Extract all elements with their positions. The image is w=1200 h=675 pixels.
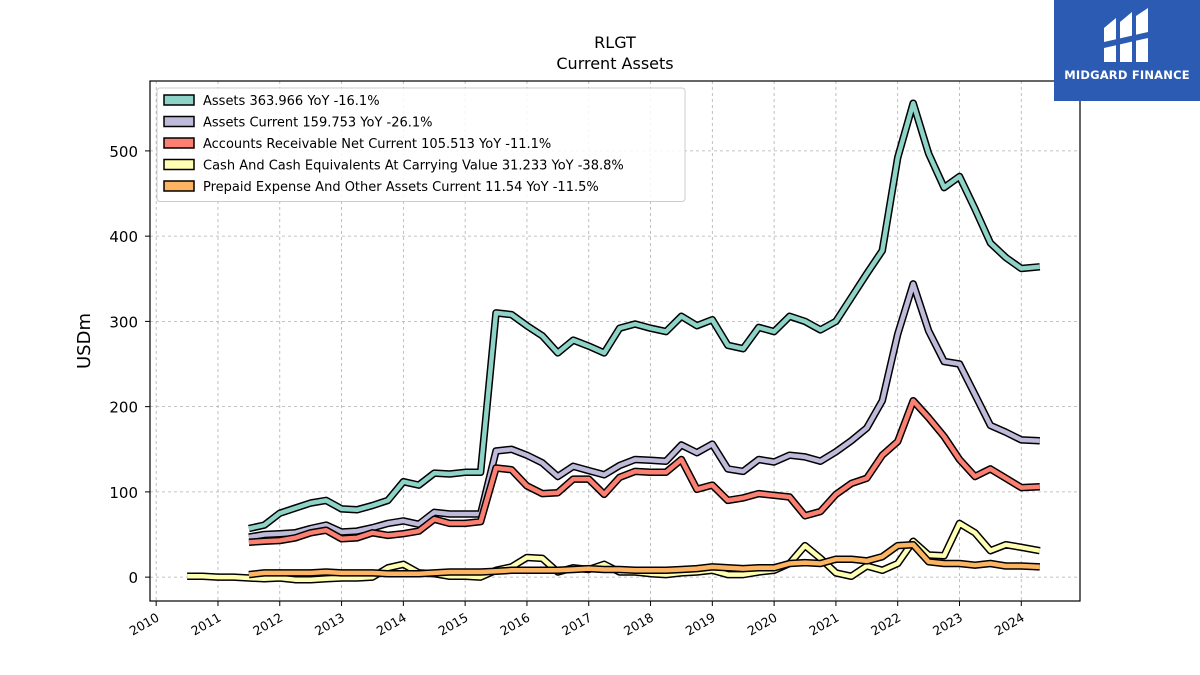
x-tick-label: 2022 [868,610,903,639]
x-tick-label: 2021 [806,610,841,639]
x-tick-label: 2012 [250,610,285,639]
x-tick-label: 2013 [312,610,347,639]
legend-entry: Cash And Cash Equivalents At Carrying Va… [203,159,624,174]
y-tick-label: 400 [109,228,138,246]
x-tick-label: 2014 [374,610,409,639]
chart-title-block: RLGT Current Assets [415,32,815,74]
x-tick-label: 2010 [127,610,162,639]
series-layer [187,99,1041,584]
y-tick-label: 200 [109,399,138,417]
x-tick-label: 2023 [930,610,965,639]
series-line [248,542,1040,577]
logo-text: MIDGARD FINANCE [1064,68,1190,82]
logo-mark-icon [1104,8,1148,62]
x-tick-label: 2019 [683,610,718,639]
chart-title: RLGT [594,33,636,52]
brand-logo: MIDGARD FINANCE [1054,0,1200,101]
legend-entry: Assets 363.966 YoY -16.1% [203,94,380,109]
x-tick-label: 2011 [188,610,223,639]
x-tick-label: 2017 [559,610,594,639]
x-tick-label: 2015 [436,610,471,639]
legend-entry: Accounts Receivable Net Current 105.513 … [203,137,551,152]
x-tick-label: 2020 [745,610,780,639]
series-line [248,398,1040,545]
x-tick-label: 2016 [497,610,532,639]
legend-box [156,87,686,202]
y-tick-label: 100 [109,484,138,502]
y-tick-label: 300 [109,313,138,331]
x-tick-label: 2018 [621,610,656,639]
y-tick-label: 500 [109,143,138,161]
legend: Assets 363.966 YoY -16.1% Assets Current … [156,87,686,202]
x-axis: 2010 2011 2012 2013 2014 2015 2016 2017 2018 2019… [127,601,1027,639]
y-axis-label: USDm [74,313,95,369]
legend-entry: Prepaid Expense And Other Assets Current… [203,180,599,195]
y-tick-label: 0 [128,569,138,587]
legend-swatch [163,115,195,128]
legend-swatch [163,94,195,106]
legend-swatch [163,158,195,171]
series-line [248,100,1041,531]
plot-frame [149,80,1081,602]
legend-entry: Assets Current 159.753 YoY -26.1% [203,116,433,131]
y-axis: 0 100 200 300 400 500 [109,143,150,587]
legend-swatch [163,180,195,192]
legend-swatch [163,137,195,149]
series-line [248,281,1040,540]
chart-subtitle: Current Assets [556,54,674,73]
x-tick-label: 2024 [992,610,1027,639]
